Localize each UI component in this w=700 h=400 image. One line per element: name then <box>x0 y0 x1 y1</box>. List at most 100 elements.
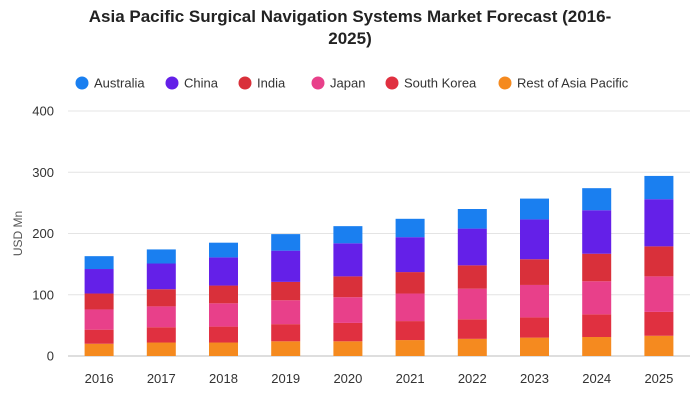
x-tick-label: 2021 <box>396 371 425 386</box>
legend-marker <box>498 76 512 90</box>
bar-segment <box>209 285 238 304</box>
bar-segment <box>84 329 114 344</box>
bar-segment <box>146 249 176 264</box>
bar-segment <box>333 276 363 298</box>
bar-segment <box>395 237 425 273</box>
bar-segment <box>84 256 114 270</box>
bar-segment <box>146 289 176 307</box>
bar-segment <box>582 210 612 254</box>
bar-segment <box>644 199 674 247</box>
x-tick-label: 2024 <box>582 371 611 386</box>
bar-segment <box>209 303 238 327</box>
x-tick-label: 2020 <box>333 371 362 386</box>
bar-segment <box>395 321 425 341</box>
bar-segment <box>520 317 549 338</box>
bar-segment <box>582 188 612 211</box>
legend-label: China <box>184 76 219 91</box>
y-tick-label: 300 <box>32 165 54 180</box>
legend-label: Rest of Asia Pacific <box>517 76 629 91</box>
bar-segment <box>209 326 238 343</box>
x-tick-label: 2022 <box>458 371 487 386</box>
bar-segment <box>457 209 487 229</box>
bar-segment <box>271 324 301 342</box>
bar-stack-2025 <box>644 175 674 356</box>
chart-title-line1: Asia Pacific Surgical Navigation Systems… <box>88 7 612 26</box>
bar-segment <box>333 226 363 244</box>
bar-segment <box>520 198 549 220</box>
legend-marker <box>75 76 89 90</box>
bar-segment <box>582 253 612 282</box>
bar-stack-2022 <box>457 209 487 356</box>
bar-segment <box>84 269 114 294</box>
chart-title: Asia Pacific Surgical Navigation Systems… <box>0 6 700 50</box>
bar-segment <box>644 335 674 356</box>
chart-title-line2: 2025) <box>328 29 372 48</box>
bar-segment <box>146 342 176 356</box>
bar-segment <box>333 297 363 323</box>
bar-segment <box>271 250 301 282</box>
bar-segment <box>644 276 674 312</box>
bar-stack-2017 <box>146 249 176 356</box>
legend-label: South Korea <box>404 76 477 91</box>
legend-marker <box>165 76 179 90</box>
bar-stack-2020 <box>333 226 363 356</box>
bar-segment <box>333 243 363 277</box>
y-tick-label: 100 <box>32 287 54 302</box>
legend-marker <box>238 76 252 90</box>
x-tick-label: 2016 <box>85 371 114 386</box>
bar-stack-2018 <box>209 242 238 356</box>
legend-label: Japan <box>330 76 365 91</box>
legend-marker <box>385 76 399 90</box>
bar-segment <box>457 228 487 266</box>
bar-segment <box>457 265 487 289</box>
bar-segment <box>146 306 176 328</box>
x-tick-label: 2019 <box>271 371 300 386</box>
bar-segment <box>271 281 301 301</box>
x-tick-label: 2018 <box>209 371 238 386</box>
bar-segment <box>333 341 363 356</box>
x-tick-label: 2017 <box>147 371 176 386</box>
bar-segment <box>84 309 114 330</box>
x-tick-label: 2025 <box>644 371 673 386</box>
bar-segment <box>395 293 425 322</box>
bar-segment <box>209 242 238 258</box>
bar-stack-2016 <box>84 256 114 356</box>
bar-segment <box>84 293 114 310</box>
bar-segment <box>271 341 301 356</box>
bar-segment <box>644 175 674 200</box>
x-tick-label: 2023 <box>520 371 549 386</box>
bar-segment <box>520 337 549 356</box>
bar-segment <box>582 281 612 315</box>
y-tick-label: 200 <box>32 226 54 241</box>
bar-stack-2019 <box>271 234 301 356</box>
bar-stack-2024 <box>582 188 612 356</box>
bar-stack-2021 <box>395 218 425 356</box>
bar-segment <box>582 337 612 356</box>
bar-segment <box>644 246 674 277</box>
bar-segment <box>395 272 425 294</box>
bar-segment <box>457 338 487 356</box>
bar-segment <box>395 340 425 356</box>
bar-segment <box>520 284 549 318</box>
bar-segment <box>582 314 612 338</box>
y-axis-title: USD Mn <box>11 211 25 256</box>
bar-segment <box>209 342 238 356</box>
y-tick-label: 400 <box>32 104 54 119</box>
bar-segment <box>520 219 549 260</box>
legend-label: India <box>257 76 286 91</box>
bar-stack-2023 <box>520 198 549 356</box>
legend-label: Australia <box>94 76 145 91</box>
bar-segment <box>146 327 176 343</box>
bar-segment <box>395 218 425 238</box>
bar-segment <box>209 257 238 286</box>
bar-segment <box>271 234 301 251</box>
bar-segment <box>333 322 363 342</box>
bar-segment <box>457 288 487 320</box>
y-tick-label: 0 <box>47 349 54 364</box>
legend-marker <box>311 76 325 90</box>
bar-segment <box>644 311 674 336</box>
bar-segment <box>84 343 114 356</box>
bar-segment <box>520 259 549 285</box>
